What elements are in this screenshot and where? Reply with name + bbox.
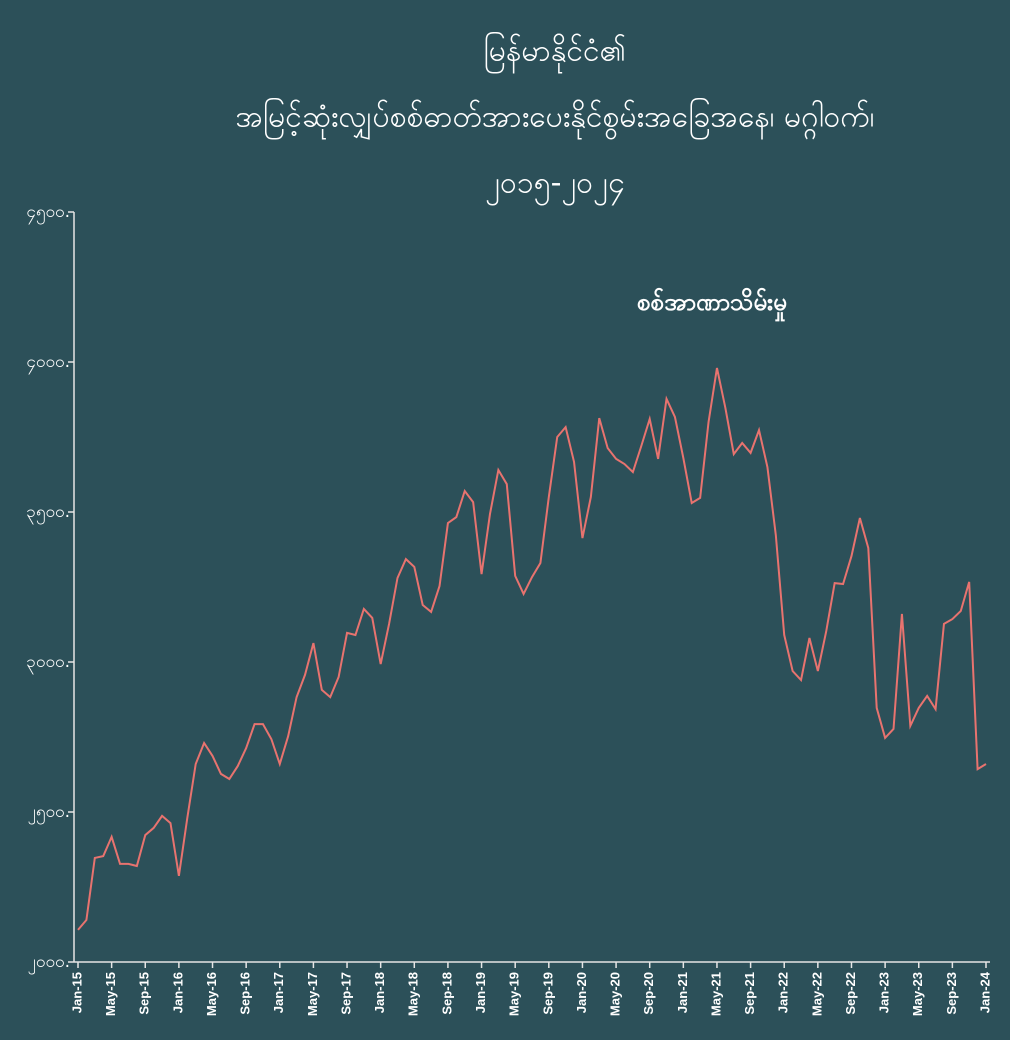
x-tick-label: Jan-18 — [372, 972, 387, 1013]
x-tick-label: May-18 — [406, 972, 421, 1016]
x-tick-label: May-19 — [507, 972, 522, 1016]
chart-title: အမြင့်ဆုံးလျှပ်စစ်ဓာတ်အားပေးနိုင်စွမ်းအခ… — [236, 98, 875, 141]
x-tick-label: Sep-19 — [540, 972, 555, 1015]
y-tick-label: ၄၀၀၀. — [26, 352, 70, 375]
x-tick-label: Jan-23 — [877, 972, 892, 1013]
x-tick-label: Jan-20 — [574, 972, 589, 1013]
x-tick-label: Sep-22 — [843, 972, 858, 1015]
x-tick-label: Sep-21 — [742, 972, 757, 1015]
y-tick-label: ၂၅၀၀. — [28, 802, 70, 825]
x-tick-label: Sep-23 — [944, 972, 959, 1015]
x-tick-label: Jan-17 — [271, 972, 286, 1013]
x-tick-label: Sep-16 — [238, 972, 253, 1015]
x-tick-label: Jan-21 — [675, 972, 690, 1013]
x-tick-label: May-22 — [809, 972, 824, 1016]
chart-title: မြန်မာနိုင်ငံ၏ — [484, 32, 627, 75]
y-tick-label: ၄၅၀၀. — [26, 202, 70, 225]
x-tick-label: May-23 — [910, 972, 925, 1016]
x-tick-label: May-20 — [608, 972, 623, 1016]
y-tick-label: ၃၀၀၀. — [26, 652, 70, 675]
x-tick-label: Sep-18 — [439, 972, 454, 1015]
x-tick-label: May-21 — [708, 972, 723, 1016]
x-tick-label: May-16 — [204, 972, 219, 1016]
x-tick-label: Jan-24 — [977, 971, 992, 1013]
x-tick-label: May-17 — [305, 972, 320, 1016]
annotation: စစ်အာဏာသိမ်းမှု — [637, 287, 787, 322]
x-tick-label: Sep-17 — [338, 972, 353, 1015]
x-tick-label: May-15 — [103, 972, 118, 1016]
x-tick-label: Sep-15 — [137, 972, 152, 1015]
x-tick-label: Sep-20 — [641, 972, 656, 1015]
line — [77, 367, 987, 931]
x-tick-label: Jan-22 — [776, 972, 791, 1013]
y-tick-label: ၃၅၀၀. — [26, 502, 70, 525]
x-tick-label: Jan-16 — [170, 972, 185, 1013]
x-tick-label: Jan-15 — [69, 972, 84, 1013]
y-tick-label: ၂၀၀၀. — [28, 952, 70, 975]
chart-title: ၂၀၁၅-၂၀၂၄ — [485, 166, 624, 207]
x-tick-label: Jan-19 — [473, 972, 488, 1013]
